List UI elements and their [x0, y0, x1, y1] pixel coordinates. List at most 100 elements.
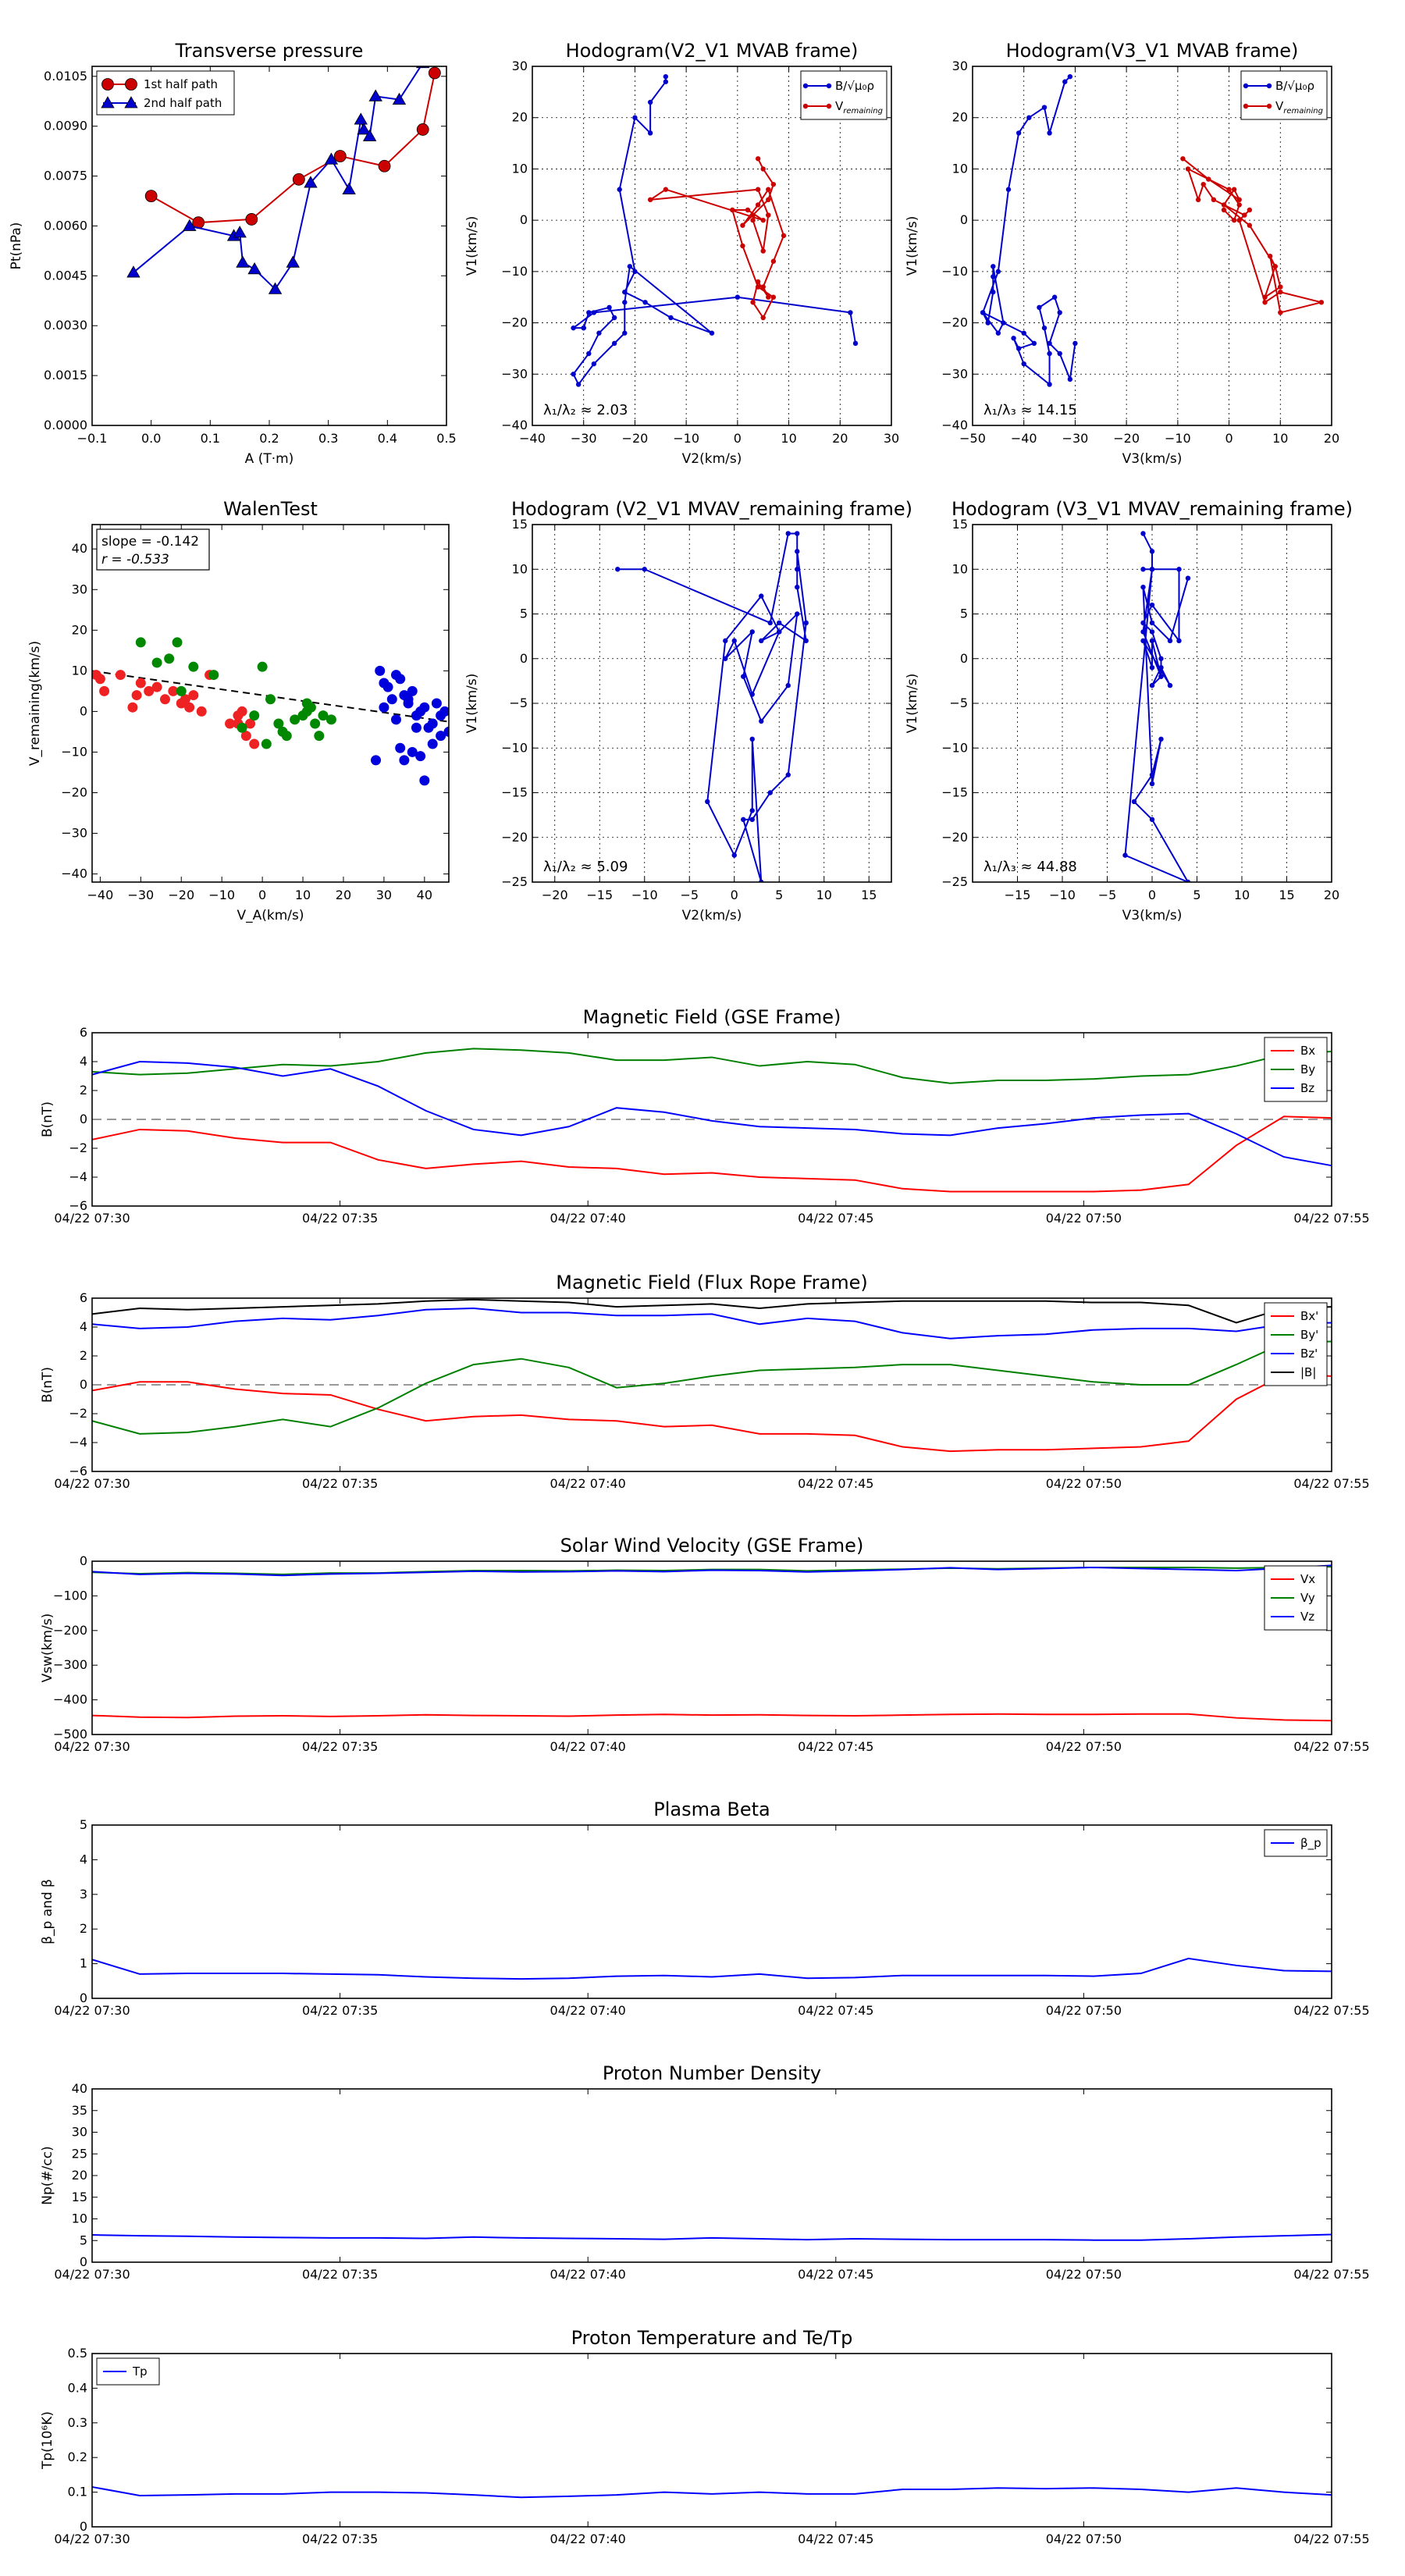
x-tick-label: 04/22 07:45: [798, 2532, 873, 2546]
data-point: [1072, 340, 1078, 347]
data-point: [785, 772, 791, 777]
x-tick-label: 40: [417, 888, 432, 902]
y-tick-label: 0.0060: [44, 218, 87, 233]
legend-label: B/√μ₀ρ: [835, 79, 874, 93]
data-point: [1047, 350, 1052, 357]
data-point: [571, 325, 576, 331]
data-point: [1158, 736, 1164, 742]
data-point: [731, 638, 737, 644]
data-point: [436, 731, 446, 742]
y-tick-label: −20: [941, 830, 968, 845]
data-point: [770, 258, 777, 264]
y-tick-label: −2: [69, 1140, 87, 1155]
y-tick-label: 25: [72, 2146, 87, 2161]
data-point: [1140, 629, 1146, 635]
data-point: [325, 714, 336, 725]
chart-transverse_pressure: −0.1 0.0 0.1 0.2 0.3 0.4 0.5 0.0000 0.0015 0.0030…: [9, 40, 457, 467]
data-point: [180, 694, 190, 705]
x-tick-label: 04/22 07:40: [550, 1476, 626, 1491]
plot-content: [126, 66, 441, 294]
data-point: [991, 289, 996, 295]
data-point: [196, 706, 207, 717]
y-tick-label: −4: [69, 1435, 87, 1450]
x-tick-label: 10: [781, 431, 796, 446]
data-point: [606, 304, 612, 311]
data-point: [647, 130, 653, 136]
y-axis-label: β_p and β: [40, 1879, 55, 1944]
chart-plasma_beta: 04/22 07:30 04/22 07:35 04/22 07:40 04/22 0…: [40, 1799, 1370, 2018]
data-point: [1041, 105, 1048, 110]
legend-marker: [125, 78, 137, 91]
data-point: [301, 698, 312, 709]
y-tick-label: 5: [520, 607, 528, 621]
chart-proton_density: 04/22 07:30 04/22 07:35 04/22 07:40 04/22 0…: [40, 2062, 1370, 2282]
x-tick-label: 10: [295, 888, 311, 902]
y-tick-label: 5: [80, 1817, 87, 1832]
x-tick-label: 20: [1324, 431, 1339, 446]
data-point: [1149, 781, 1155, 787]
data-point: [591, 361, 597, 367]
x-tick-label: −10: [631, 888, 658, 902]
legend-box: [96, 70, 235, 116]
data-point: [368, 89, 382, 101]
x-tick-label: −10: [208, 888, 235, 902]
y-tick-label: 0.0090: [44, 119, 87, 133]
data-point: [759, 638, 764, 644]
y-tick-label: −20: [941, 315, 968, 330]
data-point: [1231, 217, 1237, 223]
data-point: [663, 73, 669, 80]
data-point: [1037, 304, 1042, 311]
data-point: [985, 320, 991, 326]
data-point: [354, 112, 368, 125]
data-point: [709, 330, 715, 336]
data-point: [419, 775, 430, 786]
x-tick-label: 04/22 07:30: [54, 2267, 130, 2282]
x-tick-label: 0.4: [378, 431, 397, 446]
data-point: [1067, 73, 1073, 80]
chart-title: Proton Number Density: [603, 2062, 821, 2084]
y-tick-label: −30: [941, 366, 968, 381]
data-point: [615, 567, 621, 572]
data-point: [611, 315, 617, 321]
data-point: [362, 129, 377, 141]
x-tick-label: −20: [622, 431, 649, 446]
data-point: [750, 300, 756, 305]
x-tick-label: 30: [376, 888, 392, 902]
y-tick-label: −4: [69, 1169, 87, 1184]
data-point: [586, 350, 592, 357]
data-point: [292, 173, 305, 186]
data-point: [795, 611, 800, 617]
data-point: [395, 742, 406, 753]
data-point: [1200, 181, 1206, 187]
series-line: [91, 2233, 1332, 2241]
x-tick-label: −30: [127, 888, 154, 902]
data-point: [1001, 320, 1006, 326]
y-axis-label: Np(#/cc): [40, 2146, 55, 2204]
legend-marker: [101, 78, 114, 91]
data-point: [735, 294, 741, 300]
y-axis-label: Pt(nPa): [9, 222, 24, 270]
data-point: [392, 92, 407, 105]
y-tick-label: 20: [952, 110, 968, 125]
data-point: [208, 670, 219, 681]
data-point: [642, 300, 648, 305]
data-point: [730, 207, 735, 213]
data-point: [803, 638, 809, 644]
data-point: [249, 738, 260, 749]
data-point: [745, 207, 751, 213]
x-tick-label: −15: [1005, 888, 1031, 902]
series-line: [91, 1564, 1332, 1577]
data-point: [749, 808, 755, 813]
chart-solar_wind_velocity: 04/22 07:30 04/22 07:35 04/22 07:40 04/22 0…: [40, 1535, 1370, 1754]
data-point: [586, 310, 592, 315]
data-point: [596, 330, 602, 336]
series-line: [91, 1060, 1332, 1167]
plot-area: [973, 66, 1332, 425]
data-point: [848, 310, 853, 315]
data-point: [1149, 620, 1155, 626]
data-point: [1021, 361, 1026, 367]
x-tick-label: 0.1: [201, 431, 220, 446]
plot-area: [92, 1033, 1332, 1206]
legend-label: B/√μ₀ρ: [1275, 79, 1314, 93]
